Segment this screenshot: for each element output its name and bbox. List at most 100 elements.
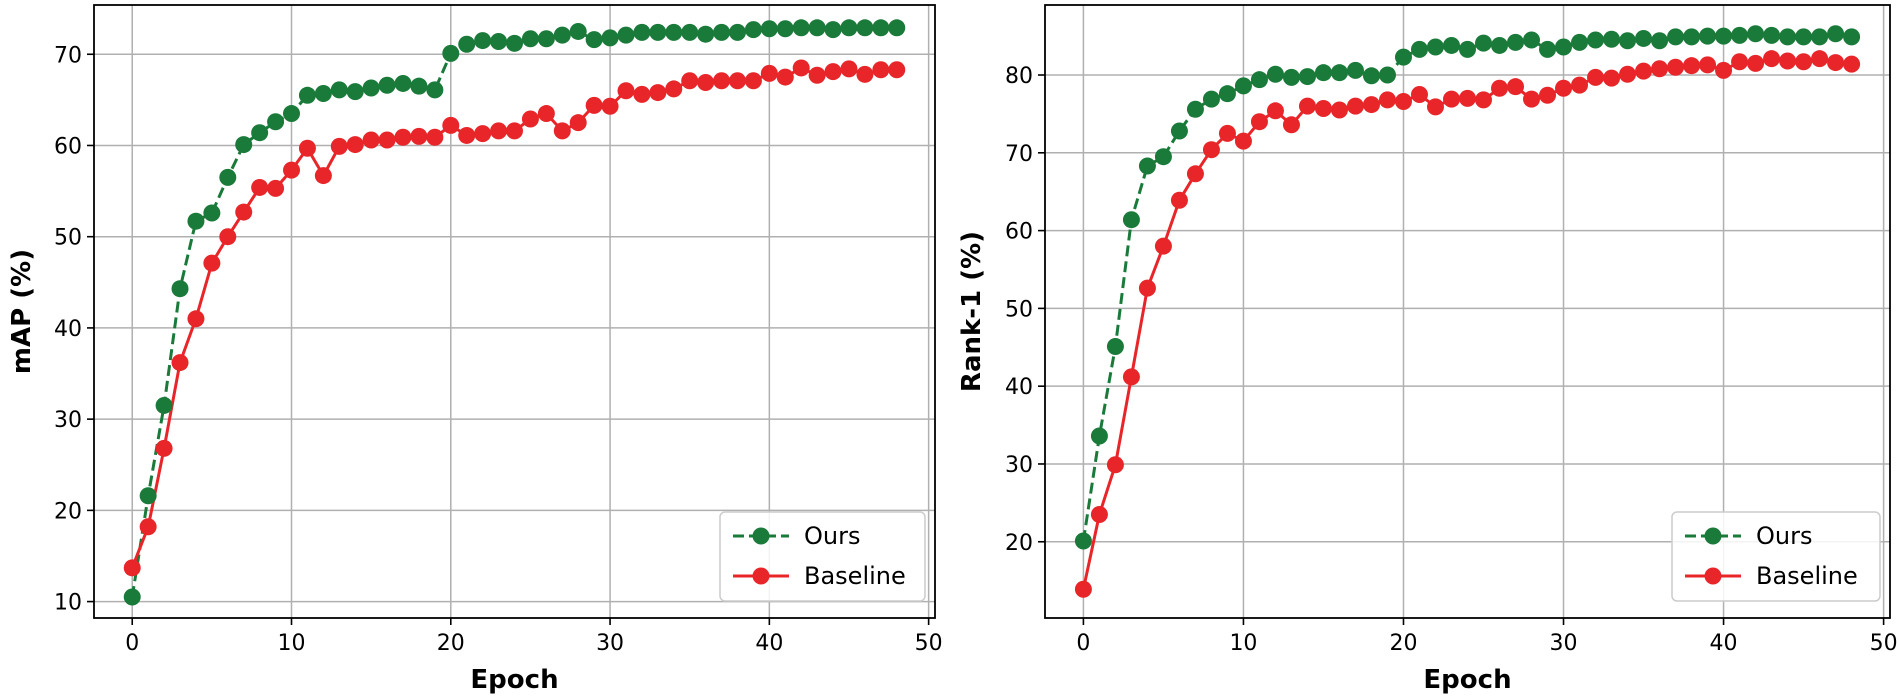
point-ours xyxy=(298,86,316,104)
point-ours xyxy=(1154,148,1172,166)
point-baseline xyxy=(1282,116,1300,134)
point-baseline xyxy=(840,60,858,78)
point-ours xyxy=(1491,36,1509,54)
point-baseline xyxy=(1811,50,1829,68)
point-baseline xyxy=(1314,99,1332,117)
point-ours xyxy=(1362,67,1380,85)
point-ours xyxy=(1138,157,1156,175)
point-baseline xyxy=(187,310,205,328)
point-baseline xyxy=(1571,76,1589,94)
point-baseline xyxy=(1362,96,1380,114)
point-ours xyxy=(1346,61,1364,79)
point-baseline xyxy=(1747,54,1765,72)
point-ours xyxy=(1314,64,1332,82)
point-ours xyxy=(1715,27,1733,45)
series-line-baseline xyxy=(1081,57,1852,590)
point-baseline xyxy=(1330,101,1348,119)
x-tick-label: 40 xyxy=(755,631,783,656)
legend-marker-ours xyxy=(1704,527,1722,545)
point-baseline xyxy=(458,126,476,144)
point-baseline xyxy=(617,82,635,100)
point-baseline xyxy=(1170,191,1188,209)
point-baseline xyxy=(330,137,348,155)
point-ours xyxy=(1282,68,1300,86)
point-ours xyxy=(1587,31,1605,49)
point-baseline xyxy=(1651,60,1669,78)
point-baseline xyxy=(506,122,523,140)
point-baseline xyxy=(1410,85,1428,103)
point-baseline xyxy=(251,178,269,196)
point-baseline xyxy=(633,85,651,103)
point-baseline xyxy=(123,559,141,577)
point-baseline xyxy=(346,136,364,154)
point-ours xyxy=(601,29,619,47)
y-tick-label: 50 xyxy=(54,226,82,251)
y-tick-label: 60 xyxy=(1005,220,1033,245)
point-baseline xyxy=(1122,368,1140,386)
x-tick-label: 0 xyxy=(1076,631,1090,656)
point-baseline xyxy=(490,122,508,140)
point-baseline xyxy=(1779,52,1797,70)
y-tick-label: 20 xyxy=(54,499,82,524)
point-baseline xyxy=(1186,165,1204,183)
point-baseline xyxy=(155,439,173,457)
point-ours xyxy=(1330,64,1348,82)
point-baseline xyxy=(1218,124,1236,142)
point-baseline xyxy=(872,61,890,79)
y-tick-label: 40 xyxy=(54,317,82,342)
point-ours xyxy=(1523,31,1541,49)
point-ours xyxy=(394,74,412,92)
point-ours xyxy=(1779,28,1797,46)
point-ours xyxy=(219,168,237,186)
point-ours xyxy=(1122,211,1140,229)
point-baseline xyxy=(1667,58,1685,76)
point-ours xyxy=(649,23,667,41)
legend-label-baseline: Baseline xyxy=(1756,562,1858,590)
point-ours xyxy=(458,35,476,53)
point-ours xyxy=(1539,40,1557,58)
legend-box xyxy=(719,511,926,602)
point-baseline xyxy=(1827,54,1845,72)
point-baseline xyxy=(1795,53,1813,71)
point-ours xyxy=(1747,25,1765,43)
point-ours xyxy=(283,105,301,123)
point-baseline xyxy=(1715,61,1733,79)
point-baseline xyxy=(856,65,874,83)
x-tick-label: 10 xyxy=(278,631,306,656)
point-baseline xyxy=(569,114,587,132)
x-tick-label: 30 xyxy=(1550,631,1578,656)
point-baseline xyxy=(235,203,253,221)
point-baseline xyxy=(1603,69,1621,87)
point-ours xyxy=(1507,33,1525,51)
point-ours xyxy=(824,21,842,39)
point-baseline xyxy=(1731,53,1749,71)
point-ours xyxy=(187,212,205,230)
point-ours xyxy=(1106,338,1124,356)
x-tick-label: 30 xyxy=(596,631,624,656)
point-ours xyxy=(251,124,269,142)
point-ours xyxy=(1667,28,1685,46)
point-ours xyxy=(378,76,396,94)
point-baseline xyxy=(442,116,460,134)
y-tick-label: 40 xyxy=(1005,375,1033,400)
point-baseline xyxy=(1699,56,1717,74)
point-ours xyxy=(1763,26,1781,44)
point-ours xyxy=(617,26,635,44)
point-baseline xyxy=(744,72,762,90)
point-baseline xyxy=(824,63,842,81)
legend-label-ours: Ours xyxy=(804,522,860,550)
point-ours xyxy=(521,30,539,48)
point-ours xyxy=(474,32,492,50)
point-baseline xyxy=(410,127,428,145)
point-ours xyxy=(1410,40,1428,58)
point-baseline xyxy=(426,128,444,146)
point-baseline xyxy=(521,110,539,128)
point-ours xyxy=(410,77,428,95)
point-ours xyxy=(776,20,794,38)
point-baseline xyxy=(1763,50,1781,68)
point-baseline xyxy=(1555,79,1573,97)
y-tick-label: 10 xyxy=(54,591,82,616)
point-ours xyxy=(203,204,221,222)
point-baseline xyxy=(1619,65,1637,83)
point-ours xyxy=(1683,28,1701,46)
